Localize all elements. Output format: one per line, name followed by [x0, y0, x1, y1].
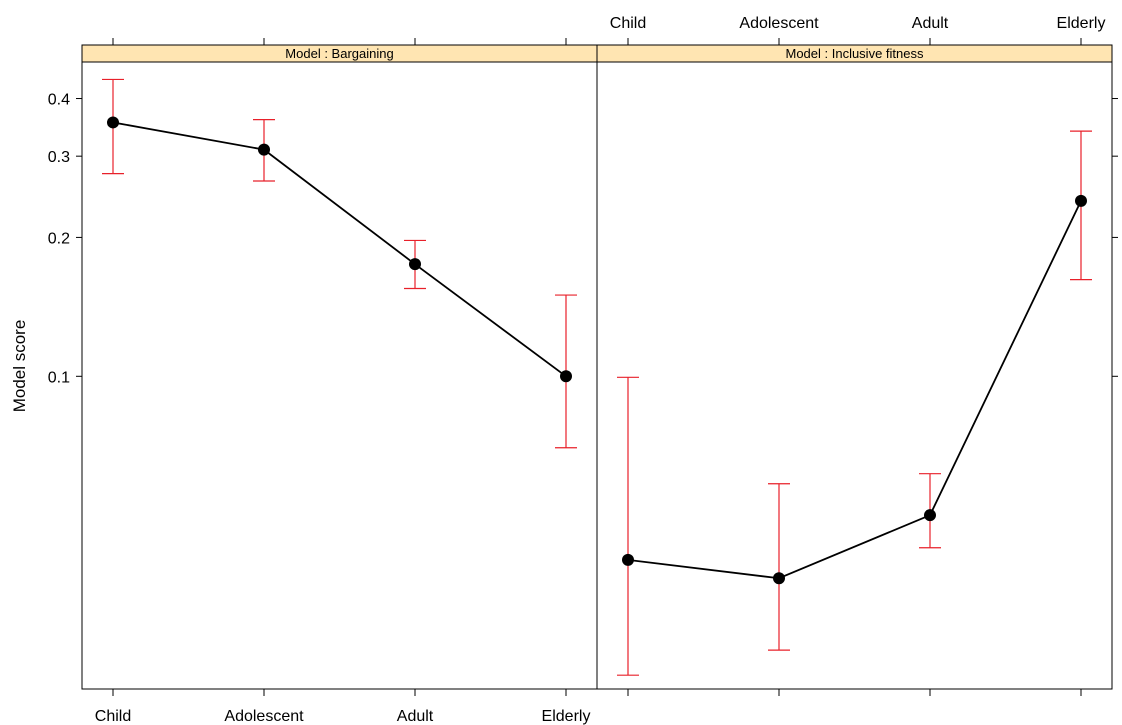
data-point	[1075, 194, 1087, 207]
data-point	[924, 509, 936, 522]
panels: 0.1 0.2 0.3 0.4 Model : Bargaining Child Adole…	[48, 15, 1118, 725]
data-point	[258, 143, 270, 156]
series-line	[627, 200, 1082, 580]
x-tick-label-top: Adolescent	[739, 15, 819, 32]
x-tick-label-bottom: Adolescent	[224, 708, 304, 725]
x-tick-label-top: Child	[610, 15, 646, 32]
x-tick-label-top: Adult	[912, 15, 949, 32]
y-tick-label-1: 0.2	[48, 230, 70, 247]
series-line	[112, 121, 567, 378]
panel-frame	[596, 44, 1113, 690]
data-point	[409, 258, 421, 271]
panel-2: Model : Inclusive fitness Child Adolescent…	[596, 15, 1113, 696]
y-axis-title: Model score	[10, 320, 29, 413]
data-point	[773, 572, 785, 585]
data-point	[622, 553, 634, 566]
panel-strip-label: Model : Bargaining	[285, 46, 393, 61]
panel-strip-label: Model : Inclusive fitness	[785, 46, 924, 61]
x-tick-label-bottom: Child	[95, 708, 131, 725]
panel-1: Model : Bargaining Child Adolescent Adult El…	[81, 38, 598, 725]
data-point	[560, 370, 572, 383]
y-tick-label-2: 0.3	[48, 149, 70, 166]
x-tick-label-bottom: Elderly	[542, 708, 591, 725]
x-tick-label-bottom: Adult	[397, 708, 434, 725]
x-tick-label-top: Elderly	[1057, 15, 1106, 32]
y-tick-label-3: 0.4	[48, 92, 70, 109]
panel-frame	[81, 44, 598, 690]
y-tick-label-0: 0.1	[48, 369, 70, 386]
error-bar	[768, 483, 790, 651]
error-bar	[617, 376, 639, 676]
data-point	[107, 116, 119, 129]
